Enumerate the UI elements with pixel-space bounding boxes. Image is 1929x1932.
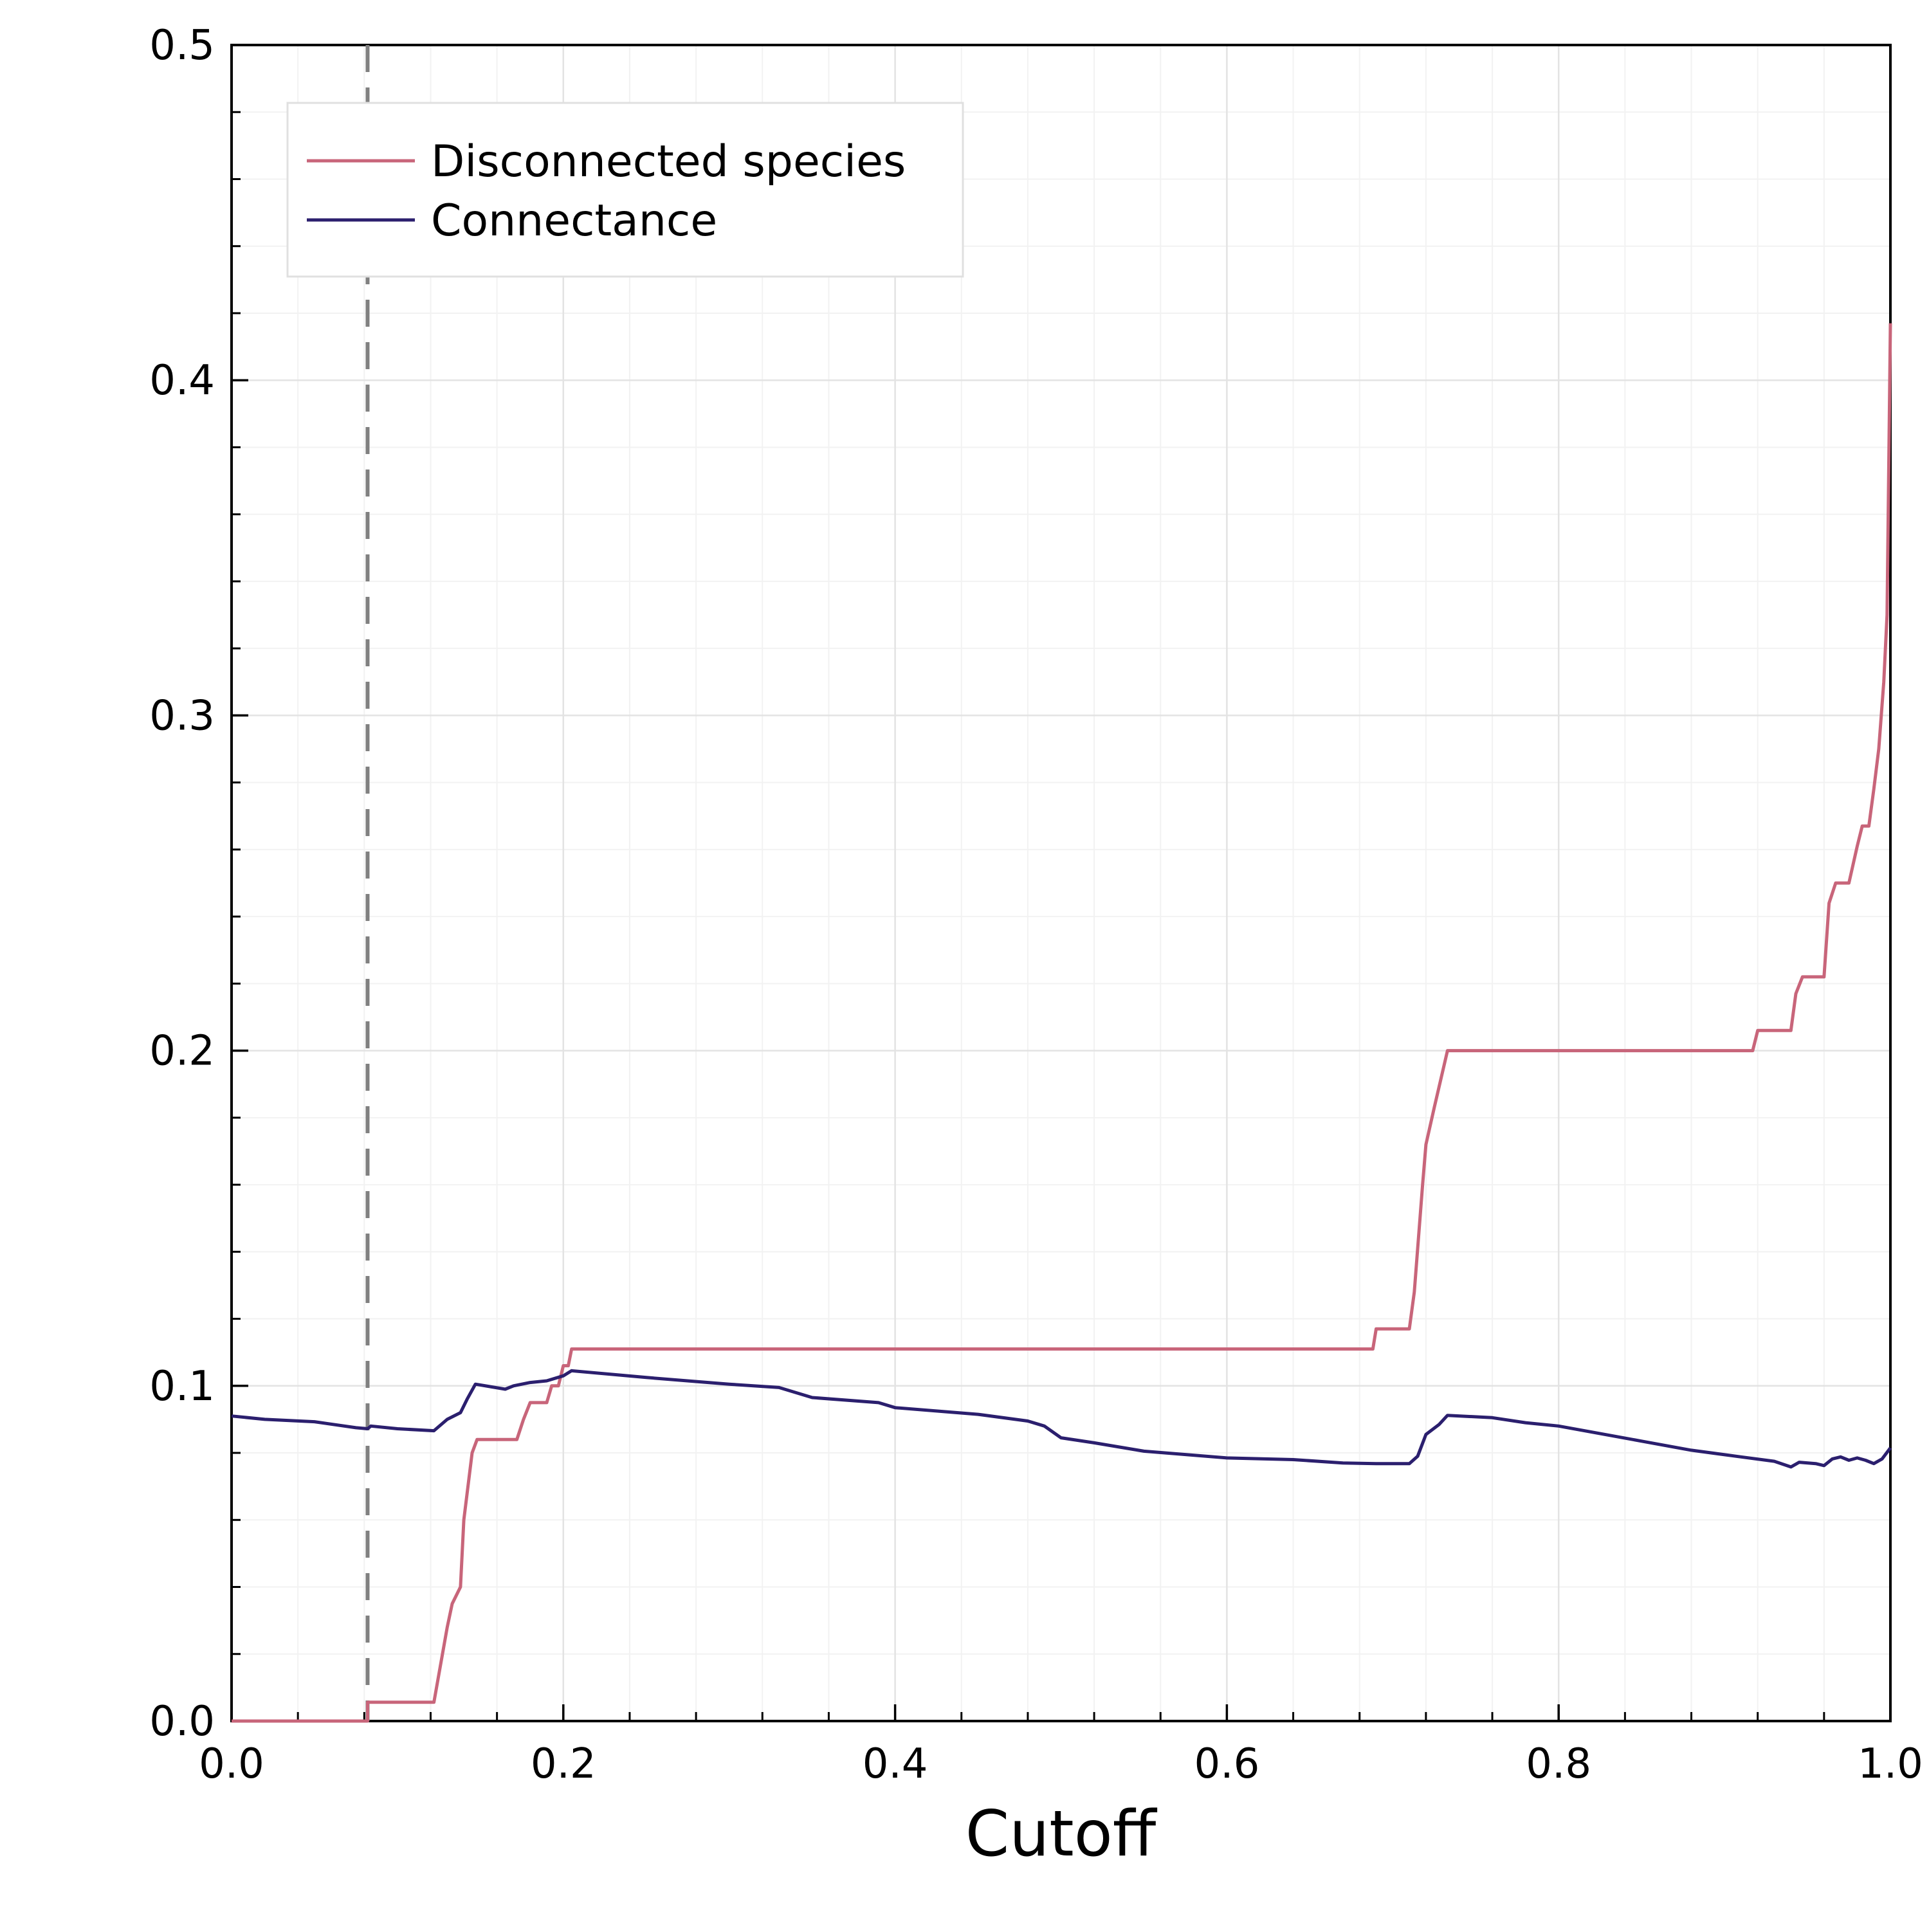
tick-labels: 0.0 0.2 0.4 0.6 0.8 1.0 0.0 0.1 0.2 0.3 0.4 0.5 — [149, 22, 1923, 1788]
x-tick-label: 0.4 — [863, 1740, 928, 1788]
x-tick-label: 1.0 — [1858, 1740, 1923, 1788]
series-line-disconnected-species — [232, 323, 1892, 1723]
y-tick-label: 0.2 — [149, 1028, 215, 1075]
series-line-connectance — [231, 1369, 1892, 1469]
x-tick-label: 0.0 — [199, 1740, 264, 1788]
y-tick-label: 0.0 — [149, 1698, 215, 1745]
series-layer — [231, 323, 1892, 1723]
x-axis-title: Cutoff — [965, 1798, 1158, 1871]
plot-frame — [230, 44, 1892, 1722]
y-tick-label: 0.4 — [149, 357, 215, 405]
legend-label: Disconnected species — [431, 136, 906, 187]
x-tick-label: 0.2 — [531, 1740, 596, 1788]
x-tick-label: 0.6 — [1194, 1740, 1260, 1788]
y-tick-label: 0.3 — [149, 692, 215, 740]
legend: Disconnected species Connectance — [286, 102, 964, 278]
x-tick-label: 0.8 — [1526, 1740, 1591, 1788]
y-tick-label: 0.5 — [149, 22, 215, 69]
axes — [230, 44, 1892, 1722]
legend-label: Connectance — [431, 196, 717, 246]
legend-box — [286, 102, 964, 278]
plot-background — [232, 45, 1890, 1721]
y-tick-label: 0.1 — [149, 1363, 215, 1410]
